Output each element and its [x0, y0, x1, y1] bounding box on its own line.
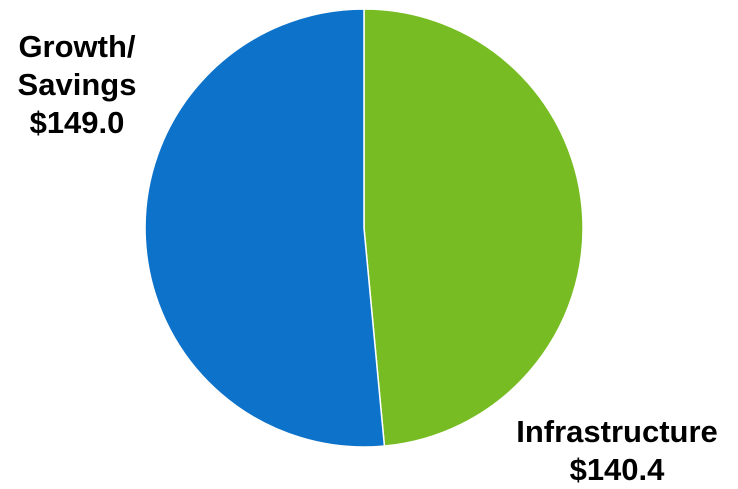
slice-label-growth-line-1: Growth/: [18, 29, 136, 64]
slice-label-infrastructure: Infrastructure $140.4: [500, 413, 734, 489]
slice-label-growth-line-2: Savings: [17, 67, 137, 102]
pie-slice-infrastructure: [363, 8, 584, 447]
pie-slice-growth-savings: [144, 8, 386, 448]
slice-value-growth-savings: $149.0: [29, 105, 125, 140]
slice-label-growth-savings: Growth/ Savings $149.0: [4, 28, 150, 142]
slice-value-infrastructure: $140.4: [569, 452, 665, 487]
slice-label-infra-line-1: Infrastructure: [516, 414, 718, 449]
